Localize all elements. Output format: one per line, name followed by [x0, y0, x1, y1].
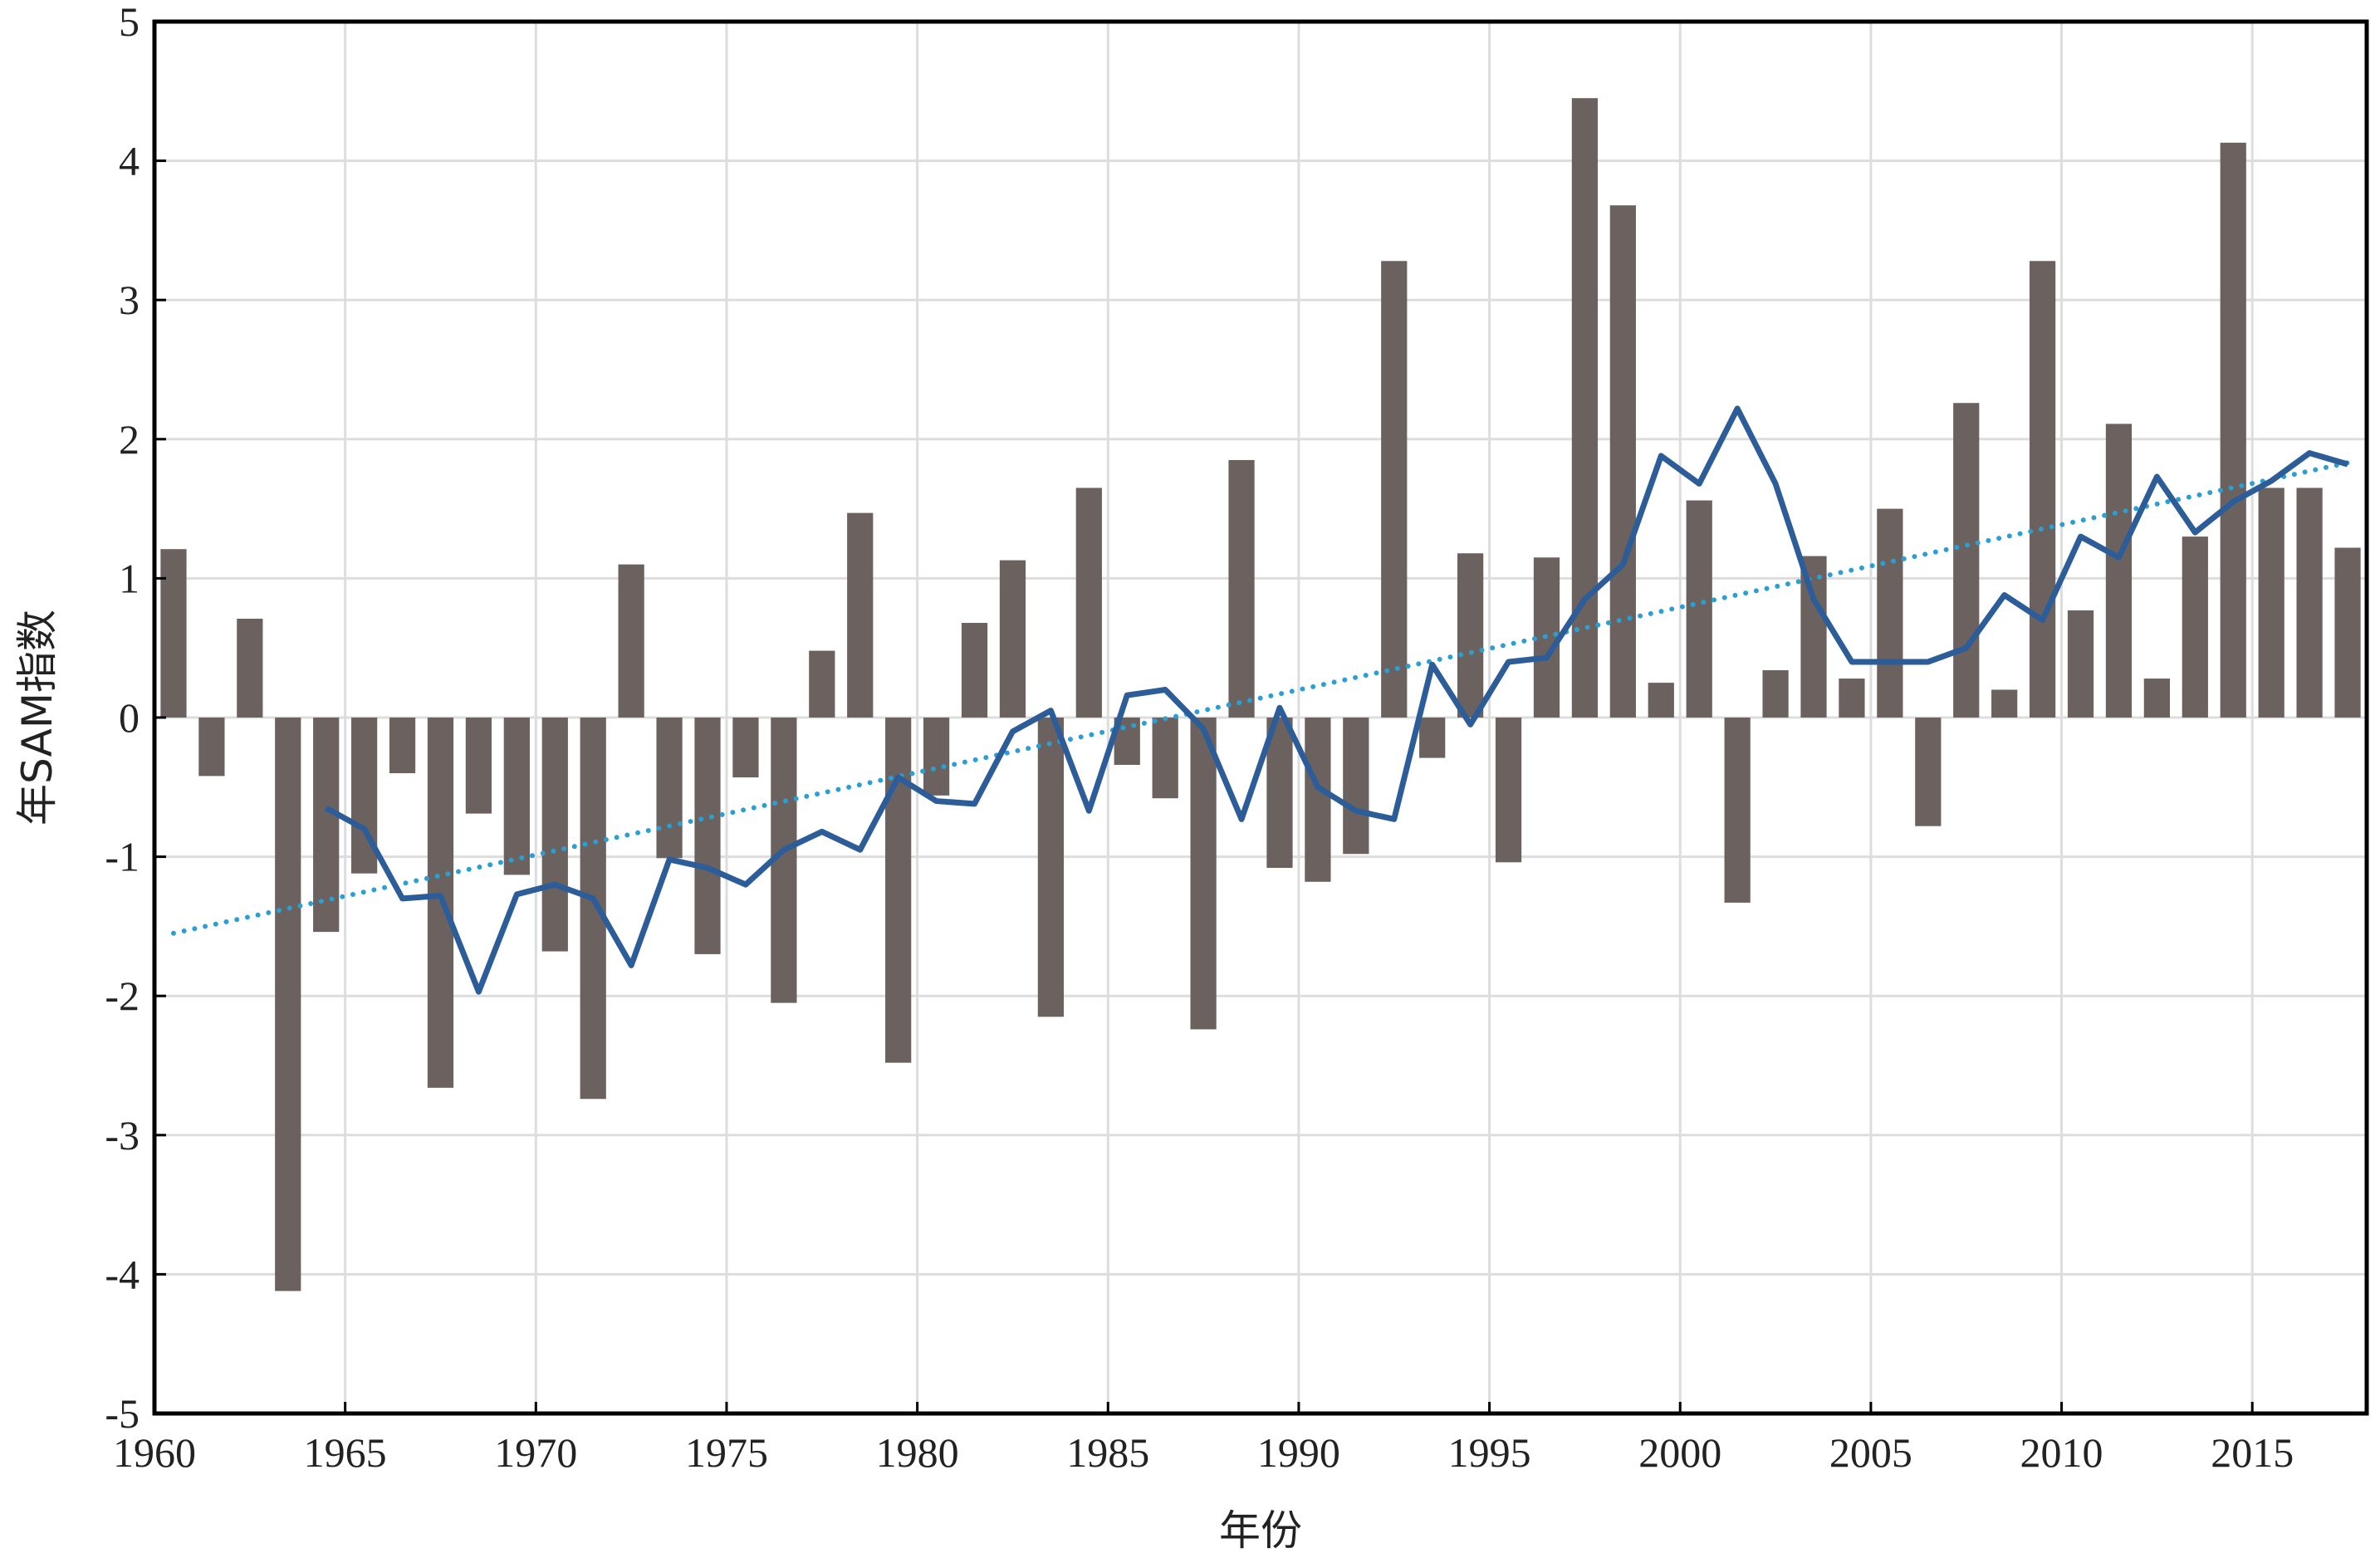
y-tick-label: 5	[119, 0, 140, 45]
bar	[1800, 556, 1827, 718]
x-tick-label: 2010	[2020, 1429, 2103, 1476]
bar	[1495, 718, 1522, 863]
x-tick-label: 1970	[494, 1429, 577, 1476]
bar	[503, 718, 530, 875]
bar	[809, 650, 835, 718]
bar	[1877, 508, 1903, 718]
bar	[961, 623, 988, 718]
bar	[1037, 718, 1064, 1017]
x-tick-label: 1960	[113, 1429, 196, 1476]
bar	[923, 718, 950, 796]
bar	[2143, 679, 2170, 718]
y-axis-ticks: -5 -4 -3 -2 -1 0 1 2 3 4 5	[105, 0, 166, 1437]
x-axis-ticks: 1960 1965 1970 1975 1980 1985 1990 1995 2000 2005…	[113, 1402, 2294, 1476]
bar	[656, 718, 683, 859]
bar	[2334, 547, 2361, 718]
bar	[275, 718, 301, 1291]
bar	[2105, 424, 2133, 718]
y-tick-label: -2	[105, 973, 140, 1019]
y-tick-label: 2	[119, 416, 140, 463]
bar	[1571, 98, 1599, 718]
bar	[1686, 500, 1712, 718]
y-tick-label: 1	[119, 555, 140, 601]
bar	[1190, 718, 1217, 1030]
bar	[1839, 679, 1865, 718]
bar	[1762, 670, 1789, 718]
bar	[2029, 261, 2056, 718]
bar	[1075, 487, 1102, 718]
bar-series	[160, 98, 2361, 1291]
bar	[1991, 689, 2018, 718]
x-tick-label: 1975	[685, 1429, 768, 1476]
x-tick-label: 2000	[1638, 1429, 1721, 1476]
moving-average-line	[325, 405, 2349, 995]
x-tick-label: 2015	[2211, 1429, 2294, 1476]
y-tick-label: 0	[119, 694, 140, 741]
x-tick-label: 1980	[876, 1429, 959, 1476]
x-tick-label: 1965	[304, 1429, 387, 1476]
bar	[1457, 553, 1484, 718]
x-tick-label: 1995	[1448, 1429, 1531, 1476]
bar	[580, 718, 606, 1100]
y-tick-label: 4	[119, 138, 140, 184]
bar	[465, 718, 492, 814]
bar	[1648, 683, 1674, 718]
bar	[847, 512, 874, 718]
bar	[2067, 610, 2094, 718]
y-tick-label: 3	[119, 277, 140, 323]
bar	[1266, 718, 1293, 869]
trend-line	[170, 460, 2351, 936]
bar	[1305, 718, 1331, 882]
y-tick-label: -5	[105, 1390, 140, 1437]
bar	[1915, 718, 1942, 826]
bar	[2182, 536, 2208, 718]
bar	[541, 718, 568, 952]
bar	[732, 718, 759, 778]
bar	[160, 549, 187, 718]
bar	[618, 564, 644, 718]
bar	[389, 718, 416, 774]
bar	[237, 619, 263, 718]
bar	[2258, 487, 2285, 718]
bar	[885, 718, 912, 1063]
y-tick-label: -4	[105, 1251, 140, 1297]
y-tick-label: -1	[105, 834, 140, 880]
bar	[1724, 718, 1751, 903]
bar	[1953, 403, 1980, 718]
bar	[1152, 718, 1178, 799]
bar	[1419, 718, 1446, 758]
bar	[2296, 487, 2323, 718]
bar	[694, 718, 721, 954]
y-tick-label: -3	[105, 1112, 140, 1159]
bar	[999, 560, 1026, 718]
x-tick-label: 1985	[1066, 1429, 1149, 1476]
bar	[313, 718, 340, 933]
bar	[2220, 142, 2246, 718]
bar	[198, 718, 225, 777]
x-axis-title: 年份	[1219, 1507, 1302, 1555]
bar	[1228, 459, 1255, 718]
x-tick-label: 2005	[1829, 1429, 1912, 1476]
y-axis-title: 年SAM指数	[13, 610, 61, 826]
bar	[1343, 718, 1369, 855]
x-tick-label: 1990	[1257, 1429, 1340, 1476]
bar	[1609, 205, 1636, 718]
bar	[1381, 261, 1408, 718]
